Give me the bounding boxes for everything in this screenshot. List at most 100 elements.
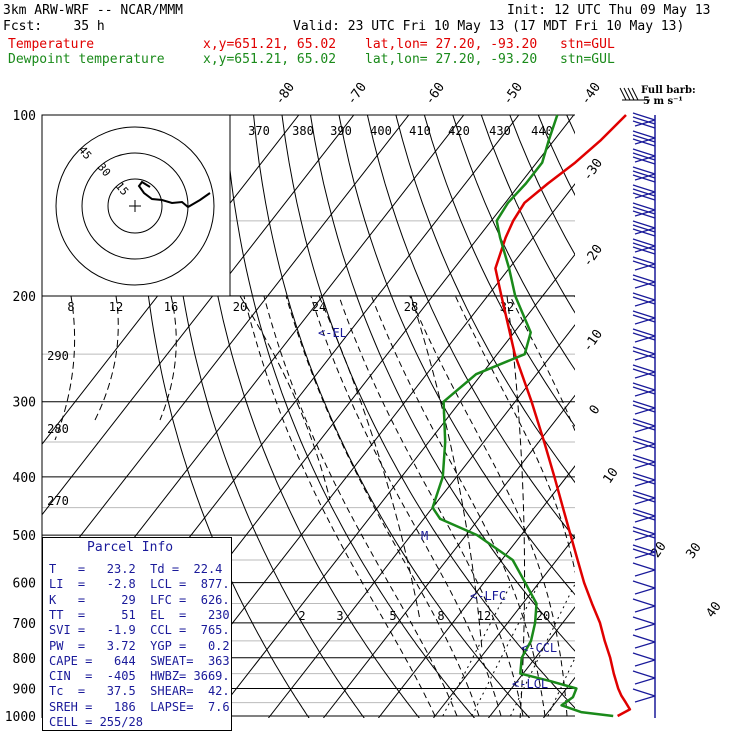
level-annotation: <-LFC [470,589,506,603]
isotherm-line [42,115,410,587]
moist-adiabat [285,295,480,717]
mixing-ratio-line [547,656,575,717]
theta-label: 440 [531,124,553,138]
dewpoint-profile [431,114,614,718]
dry-adiabat [681,115,740,729]
level-annotation: <-CCL [521,641,557,655]
dry-adiabat [310,115,575,652]
hodograph-ring [107,178,163,234]
parcel-row: LI = -2.8 LCL = 877. [49,577,230,592]
wind-barb [632,454,656,469]
isotherm-line [42,115,355,516]
forecast-hour: Fcst: 35 h [3,19,105,34]
mixing-ratio-label: 20 [536,609,550,623]
temperature-tick: 40 [703,599,724,620]
moist-adiabat [509,295,575,433]
wind-barb [632,220,656,237]
barb-legend-icon [619,87,650,101]
wind-barb [632,346,656,361]
pressure-label: 600 [13,577,36,592]
speed-curve [54,295,76,441]
wind-barb [632,598,656,613]
parcel-row: SVI = -1.9 CCL = 765. [49,623,230,638]
speed-curve [410,295,483,651]
moist-adiabat [370,295,546,717]
temperature-tick: -10 [580,327,606,355]
speed-curve [159,295,177,421]
mixing-ratio-label: 3 [336,609,343,623]
wind-barb [632,292,656,307]
wind-barb [632,184,656,201]
mixing-ratio-label: 8 [437,609,444,623]
speed-tick: 28 [404,300,418,314]
dewpoint-legend: Dewpoint temperature [8,52,165,67]
wind-barb [632,112,656,129]
moist-adiabat [243,295,436,717]
moist-adiabat [310,295,502,717]
speed-curve [239,295,331,501]
theta-label: 420 [448,124,470,138]
temperature-tick: -60 [422,80,448,108]
wind-barb [632,508,656,523]
wind-barb [632,418,656,433]
wind-barb [632,580,656,595]
dry-adiabat [595,115,740,729]
dry-adiabat [253,115,531,718]
dry-adiabat [652,115,740,729]
wind-barb [632,202,656,219]
pressure-label: 800 [13,652,36,667]
temperature-tick: -30 [580,156,606,184]
theta-label-left: 280 [47,422,69,436]
wind-barb [632,148,656,165]
dewpoint-stn: stn=GUL [560,52,615,67]
parcel-row: CAPE = 644 SWEAT= 363 [49,653,230,668]
parcel-row: K = 29 LFC = 626. [49,592,230,607]
wind-barb [632,472,656,487]
dry-adiabat [509,115,575,256]
level-annotation: <-LCL [512,677,548,691]
dewpoint-latlon: lat,lon= 27.20, -93.20 [365,52,538,67]
wind-barb [632,130,656,147]
isotherm-line [653,115,740,718]
speed-curve [94,295,119,421]
wind-barb [632,634,656,649]
dry-adiabat [196,115,420,718]
parcel-row: PW = 3.72 YGP = 0.2 [49,638,230,653]
dry-adiabat [395,115,575,484]
wind-barb [632,400,656,415]
moist-adiabat [677,296,717,716]
wind-barb [632,616,656,631]
level-annotation: M [421,529,428,543]
parcel-row: SREH = 186 LAPSE= 7.6 [49,699,230,714]
moist-adiabat [338,295,524,717]
isotherm-line [433,535,575,718]
pressure-label: 400 [13,471,36,486]
temperature-stn: stn=GUL [560,37,615,52]
dry-adiabat [366,115,575,540]
moist-adiabat [699,296,740,716]
dry-adiabat [566,115,575,135]
pressure-label: 1000 [5,710,36,725]
wind-barb [632,652,656,667]
temperature-xy: x,y=651.21, 65.02 [203,37,337,52]
mixing-ratio-label: 2 [298,609,305,623]
moist-adiabat [263,295,458,717]
hodograph-ring [55,126,215,286]
pressure-label: 500 [13,529,36,544]
isotherm-line [488,606,575,718]
isotherm-line [708,115,740,718]
temperature-tick: 30 [683,540,704,561]
temperature-tick: -50 [500,80,526,108]
model-title: 3km ARW-WRF -- NCAR/MMM [3,3,184,18]
mixing-ratio-label: 5 [389,609,396,623]
theta-label: 400 [370,124,392,138]
pressure-label: 900 [13,682,36,697]
parcel-row: T = 23.2 Td = 22.4 [49,562,223,576]
temperature-tick: 20 [648,539,669,560]
isotherm-line [213,253,575,718]
level-annotation: <-EL [318,326,347,340]
wind-barb [632,544,656,559]
speed-tick: 12 [109,300,123,314]
